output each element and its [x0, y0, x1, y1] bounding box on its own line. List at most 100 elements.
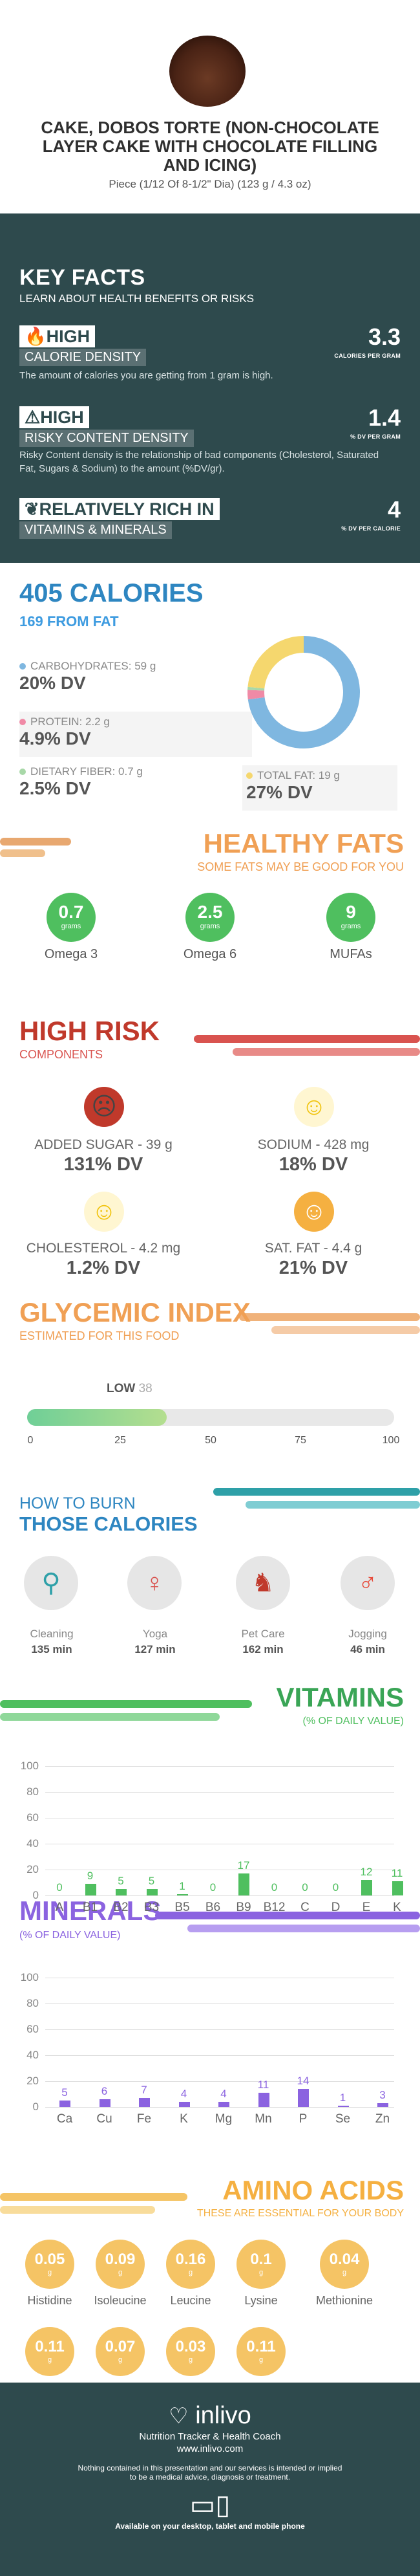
x-tick-label: B6: [205, 1901, 221, 1914]
burn-label: Yoga: [142, 1628, 168, 1640]
fiber-dot: [19, 769, 26, 775]
y-tick-label: 20: [26, 1863, 39, 1875]
amino-value: 0.1: [250, 2251, 272, 2268]
amino-value: 0.04: [329, 2251, 360, 2268]
burn-stripe-1: [213, 1488, 420, 1496]
amino-label: Histidine: [27, 2294, 72, 2307]
amino-value: 0.11: [35, 2338, 65, 2355]
amino-unit: g: [118, 2356, 123, 2364]
risky-density-unit: % DV PER GRAM: [350, 433, 401, 440]
fats-stripe-1: [0, 838, 71, 846]
food-title: CAKE, DOBOS TORTE (NON-CHOCOLATE LAYER C…: [41, 118, 379, 175]
vit-stripe-1: [0, 1700, 252, 1708]
y-tick-label: 0: [32, 2101, 39, 2113]
amino-label: Lysine: [244, 2294, 278, 2307]
bar-value-label: 5: [118, 1875, 124, 1887]
amino-unit: g: [47, 2356, 52, 2364]
healthy-fats-title: HEALTHY FATS: [203, 828, 404, 858]
x-tick-label: E: [362, 1901, 371, 1914]
bar-value-label: 9: [87, 1870, 94, 1882]
fats-stripe-2: [0, 849, 45, 857]
amino-value: 0.05: [34, 2251, 65, 2268]
amino-value: 0.16: [175, 2251, 206, 2268]
vitamins-subtitle: (% OF DAILY VALUE): [302, 1716, 404, 1727]
amino-bubble: 0.1 g: [236, 2240, 286, 2289]
aa-stripe-2: [0, 2206, 155, 2214]
donut-slice: [247, 636, 304, 689]
calories-from-fat: 169 FROM FAT: [19, 613, 119, 629]
calorie-density-unit: CALORIES PER GRAM: [334, 353, 401, 359]
amino-bubble: 0.07 g: [96, 2327, 145, 2376]
cake-image: [169, 36, 246, 107]
y-tick-label: 80: [26, 1997, 39, 2009]
x-tick-label: Cu: [96, 2112, 112, 2126]
pet-care-icon: ♞: [236, 1556, 290, 1610]
bar-value-label: 0: [271, 1881, 278, 1894]
y-tick-label: 80: [26, 1785, 39, 1798]
burn-value: 135 min: [31, 1643, 72, 1655]
x-tick-label: B9: [236, 1901, 251, 1914]
gi-tick: 100: [382, 1435, 400, 1446]
risk-stripe-1: [194, 1035, 420, 1043]
mufa-bubble: 9 grams: [326, 893, 375, 942]
minerals-title: MINERALS: [19, 1895, 162, 1926]
calories-title: 405 CALORIES: [19, 579, 204, 607]
happy-face-icon: ☺: [294, 1192, 334, 1232]
bar: [99, 2099, 110, 2107]
x-tick-label: Ca: [56, 2112, 73, 2126]
amino-unit: g: [258, 2356, 264, 2364]
gi-fill: [27, 1409, 167, 1426]
omega6-label: Omega 6: [183, 947, 237, 961]
burn-label: Pet Care: [241, 1628, 285, 1640]
risky-density-value: 1.4: [368, 404, 401, 431]
macro-carbs: CARBOHYDRATES: 59 g 20% DV: [19, 660, 156, 693]
bar: [139, 2098, 150, 2107]
key-facts-section: KEY FACTS LEARN ABOUT HEALTH BENEFITS OR…: [0, 213, 420, 563]
amino-unit: g: [118, 2269, 123, 2276]
x-tick-label: B3: [143, 1901, 160, 1914]
sad-face-icon: ☹: [84, 1087, 124, 1127]
burn-value: 162 min: [242, 1643, 284, 1655]
amino-bubble: 0.03 g: [166, 2327, 215, 2376]
gridline: [45, 2107, 394, 2108]
footer: ♡ inlivo Nutrition Tracker & Health Coac…: [0, 2383, 420, 2576]
bar-value-label: 5: [61, 2086, 68, 2099]
bar-value-label: 5: [148, 1875, 155, 1887]
bar-value-label: 4: [220, 2088, 227, 2100]
bar-value-label: 3: [379, 2089, 386, 2101]
x-tick-label: B12: [263, 1901, 286, 1914]
bar-value-label: 11: [391, 1867, 403, 1879]
omega6-bubble: 2.5 grams: [185, 893, 235, 942]
amino-value: 0.09: [105, 2251, 136, 2268]
satfat-label: SAT. FAT - 4.4 g: [264, 1241, 362, 1256]
amino-bubble: 0.11 g: [236, 2327, 286, 2376]
gridline: [45, 2055, 394, 2056]
bar: [218, 2102, 229, 2107]
burn-title-1: HOW TO BURN: [19, 1494, 136, 1512]
jogging-icon: ♂: [341, 1556, 395, 1610]
calorie-density-tag: 🔥HIGH CALORIE DENSITY: [19, 325, 147, 366]
x-tick-label: P: [299, 2112, 308, 2126]
devices-icon: ▭▯: [189, 2489, 231, 2520]
bar: [238, 1873, 249, 1895]
footer-url[interactable]: www.inlivo.com: [176, 2443, 244, 2454]
gi-level: LOW 38: [107, 1382, 152, 1395]
glycemic-subtitle: ESTIMATED FOR THIS FOOD: [19, 1329, 180, 1342]
omega3-bubble: 0.7 grams: [47, 893, 96, 942]
minerals-subtitle: (% OF DAILY VALUE): [19, 1930, 121, 1941]
bar-value-label: 14: [297, 2075, 310, 2087]
bar: [116, 1889, 127, 1895]
amino-bubble: 0.11 g: [25, 2327, 74, 2376]
gridline: [45, 1895, 394, 1896]
gridline: [45, 2029, 394, 2030]
gi-tick: 25: [114, 1435, 126, 1446]
burn-value: 46 min: [350, 1643, 385, 1655]
y-tick-label: 40: [26, 2049, 39, 2061]
amino-label: Isoleucine: [94, 2294, 147, 2307]
bar: [377, 2103, 388, 2107]
healthy-fats-subtitle: SOME FATS MAY BE GOOD FOR YOU: [197, 860, 404, 873]
bar-value-label: 11: [257, 2079, 269, 2091]
x-tick-label: Se: [335, 2112, 351, 2126]
vitamins-minerals-tag: ❦RELATIVELY RICH IN VITAMINS & MINERALS: [19, 498, 220, 539]
risky-density-tag: ⚠HIGH RISKY CONTENT DENSITY: [19, 406, 194, 447]
